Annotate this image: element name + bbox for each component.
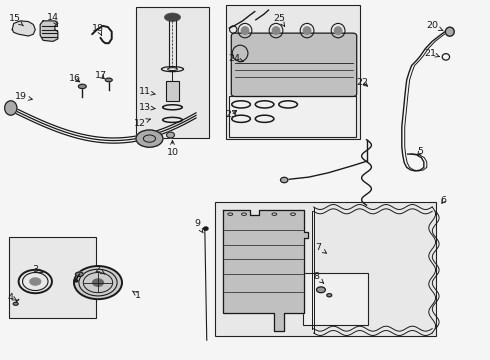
FancyBboxPatch shape — [231, 33, 357, 96]
Polygon shape — [223, 210, 308, 331]
FancyBboxPatch shape — [226, 5, 360, 139]
Ellipse shape — [13, 302, 18, 305]
Text: 25: 25 — [273, 14, 285, 26]
Text: 11: 11 — [139, 87, 155, 96]
Ellipse shape — [303, 26, 312, 35]
Text: 5: 5 — [417, 148, 423, 156]
FancyBboxPatch shape — [229, 96, 356, 137]
Ellipse shape — [317, 287, 325, 293]
Text: 24: 24 — [228, 54, 243, 63]
Text: 16: 16 — [69, 74, 80, 83]
Ellipse shape — [93, 279, 103, 286]
Text: 18: 18 — [92, 23, 104, 36]
Ellipse shape — [334, 26, 343, 35]
Text: 23: 23 — [225, 110, 237, 119]
Text: 21: 21 — [424, 49, 439, 58]
Text: 2: 2 — [94, 265, 105, 274]
Ellipse shape — [74, 266, 122, 299]
Text: 6: 6 — [441, 197, 446, 205]
Ellipse shape — [136, 130, 163, 147]
Polygon shape — [40, 21, 58, 41]
Ellipse shape — [167, 132, 174, 138]
Ellipse shape — [75, 272, 83, 276]
Ellipse shape — [165, 13, 180, 21]
FancyBboxPatch shape — [215, 202, 436, 336]
Ellipse shape — [5, 101, 17, 115]
Text: 19: 19 — [15, 92, 32, 101]
Text: 1: 1 — [132, 291, 141, 300]
Text: 3: 3 — [32, 265, 43, 274]
Text: 14: 14 — [47, 13, 59, 26]
Text: 17: 17 — [95, 71, 106, 80]
Ellipse shape — [74, 280, 78, 282]
Text: 8: 8 — [313, 272, 324, 283]
Polygon shape — [12, 21, 35, 36]
Ellipse shape — [105, 78, 112, 82]
Text: 4: 4 — [8, 292, 17, 302]
Text: 22: 22 — [357, 77, 368, 86]
Text: 7: 7 — [316, 243, 326, 253]
Ellipse shape — [78, 84, 86, 89]
FancyBboxPatch shape — [136, 7, 209, 138]
Text: 20: 20 — [426, 22, 443, 31]
Ellipse shape — [166, 14, 179, 21]
FancyBboxPatch shape — [303, 273, 368, 325]
Ellipse shape — [445, 27, 454, 36]
Text: 15: 15 — [9, 14, 24, 26]
Text: 9: 9 — [194, 219, 203, 233]
Text: 12: 12 — [134, 119, 150, 128]
FancyBboxPatch shape — [166, 81, 179, 101]
Ellipse shape — [271, 26, 280, 35]
Ellipse shape — [241, 26, 249, 35]
Ellipse shape — [327, 293, 332, 297]
Text: 10: 10 — [167, 141, 178, 157]
Ellipse shape — [30, 278, 41, 285]
Ellipse shape — [280, 177, 288, 183]
FancyBboxPatch shape — [9, 237, 96, 318]
Text: 13: 13 — [139, 103, 155, 112]
Ellipse shape — [203, 227, 208, 230]
